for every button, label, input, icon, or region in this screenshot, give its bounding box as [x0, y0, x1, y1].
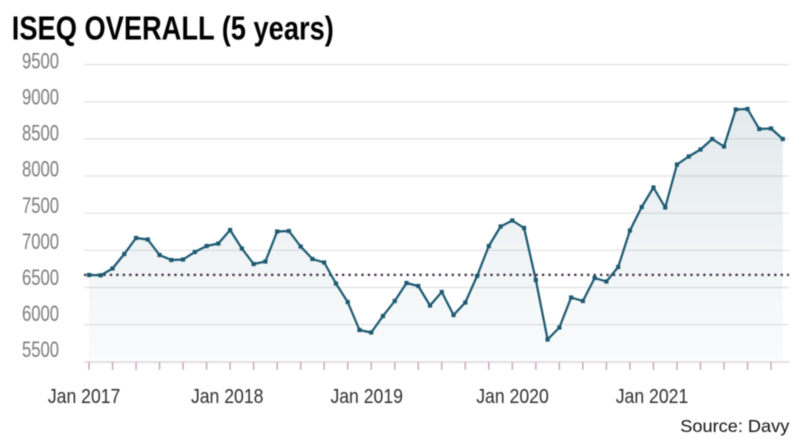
svg-text:5500: 5500 [22, 337, 59, 362]
svg-text:Source: Davy: Source: Davy [680, 416, 789, 436]
svg-text:7500: 7500 [22, 193, 59, 218]
svg-text:ISEQ OVERALL (5 years): ISEQ OVERALL (5 years) [12, 10, 334, 47]
svg-text:Jan 2018: Jan 2018 [191, 386, 264, 408]
svg-text:7000: 7000 [22, 229, 59, 254]
svg-text:6000: 6000 [22, 301, 59, 326]
svg-text:6500: 6500 [22, 265, 59, 290]
svg-text:8000: 8000 [22, 157, 59, 182]
svg-text:Jan 2019: Jan 2019 [330, 386, 403, 408]
svg-text:9500: 9500 [22, 49, 59, 74]
svg-text:8500: 8500 [22, 121, 59, 146]
svg-text:Jan 2021: Jan 2021 [616, 386, 689, 408]
svg-text:9000: 9000 [22, 85, 59, 110]
svg-text:Jan 2017: Jan 2017 [48, 386, 121, 408]
svg-text:Jan 2020: Jan 2020 [476, 386, 549, 408]
